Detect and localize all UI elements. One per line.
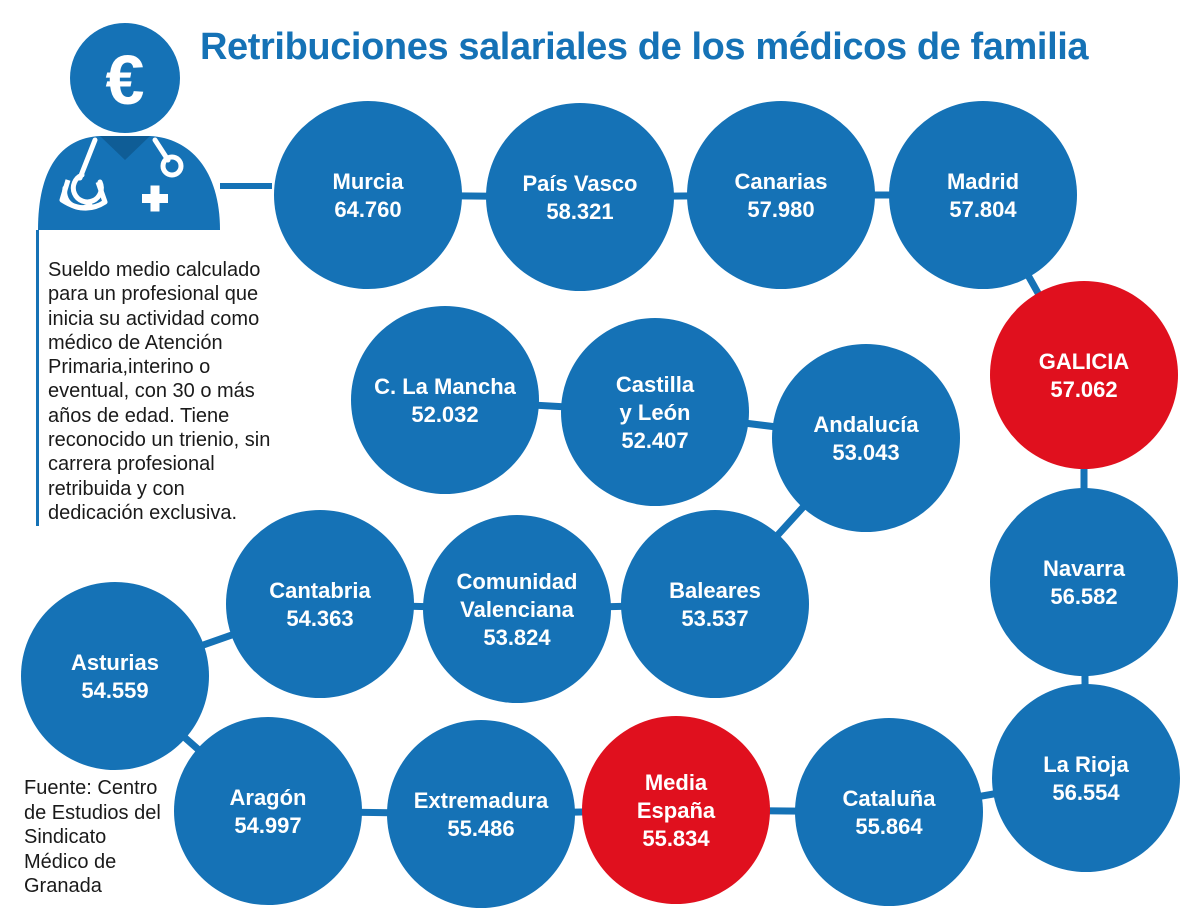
bubble-name: Media xyxy=(645,770,708,795)
bubble-circle xyxy=(772,344,960,532)
bubble-name: Cataluña xyxy=(843,786,937,811)
bubble-media-españa: Media España 55.834 xyxy=(582,716,770,904)
bubble-value: 55.486 xyxy=(447,816,514,841)
bubble-name: Castilla xyxy=(616,372,695,397)
bubble-name: C. La Mancha xyxy=(374,374,517,399)
bubble-name: Madrid xyxy=(947,169,1019,194)
methodology-note: Sueldo medio calculado para un profesion… xyxy=(48,259,271,524)
euro-icon: € xyxy=(106,41,145,119)
bubble-value: 54.559 xyxy=(81,678,148,703)
bubble-value: 55.834 xyxy=(642,826,710,851)
chart-title: Retribuciones salariales de los médicos … xyxy=(200,26,1089,68)
bubble-name: España xyxy=(637,798,716,823)
bubble-value: 58.321 xyxy=(546,199,613,224)
bubble-circle xyxy=(990,281,1178,469)
bubble-value: 56.554 xyxy=(1052,780,1120,805)
bubble-cataluña: Cataluña 55.864 xyxy=(795,718,983,906)
bubble-value: 57.980 xyxy=(747,197,814,222)
bubble-extremadura: Extremadura 55.486 xyxy=(387,720,575,908)
bubble-circle xyxy=(486,103,674,291)
bubble-name: Navarra xyxy=(1043,556,1126,581)
bubble-value: 56.582 xyxy=(1050,584,1117,609)
bubble-circle xyxy=(274,101,462,289)
bubble-castilla-y-león: Castilla y León 52.407 xyxy=(561,318,749,506)
bubble-cantabria: Cantabria 54.363 xyxy=(226,510,414,698)
bubble-circle xyxy=(687,101,875,289)
bubble-value: 55.864 xyxy=(855,814,923,839)
bubble-circle xyxy=(423,515,611,703)
bubble-asturias: Asturias 54.559 xyxy=(21,582,209,770)
bubble-madrid: Madrid 57.804 xyxy=(889,101,1077,289)
bubble-baleares: Baleares 53.537 xyxy=(621,510,809,698)
bubble-name: Comunidad xyxy=(457,569,578,594)
bubble-value: 53.824 xyxy=(483,625,551,650)
doctor-euro-icon: € xyxy=(38,23,272,230)
bubble-navarra: Navarra 56.582 xyxy=(990,488,1178,676)
bubble-circle xyxy=(561,318,749,506)
bubble-value: 53.537 xyxy=(681,606,748,631)
bubble-c-la-mancha: C. La Mancha 52.032 xyxy=(351,306,539,494)
bubble-circle xyxy=(582,716,770,904)
bubble-circle xyxy=(795,718,983,906)
bubble-name: Canarias xyxy=(735,169,828,194)
bubble-circle xyxy=(351,306,539,494)
bubble-canarias: Canarias 57.980 xyxy=(687,101,875,289)
bubble-circle xyxy=(21,582,209,770)
bubble-name: Extremadura xyxy=(414,788,549,813)
bubble-value: 52.032 xyxy=(411,402,478,427)
bubble-name: Cantabria xyxy=(269,578,371,603)
bubble-circle xyxy=(992,684,1180,872)
bubble-circle xyxy=(621,510,809,698)
bubble-value: 57.804 xyxy=(949,197,1017,222)
bubble-circle xyxy=(889,101,1077,289)
bubble-value: 53.043 xyxy=(832,440,899,465)
bubble-país-vasco: País Vasco 58.321 xyxy=(486,103,674,291)
bubble-name: País Vasco xyxy=(523,171,638,196)
bubble-aragón: Aragón 54.997 xyxy=(174,717,362,905)
bubble-value: 57.062 xyxy=(1050,377,1117,402)
bubble-circle xyxy=(990,488,1178,676)
bubble-name: GALICIA xyxy=(1039,349,1130,374)
bubble-la-rioja: La Rioja 56.554 xyxy=(992,684,1180,872)
bubble-name: y León xyxy=(620,400,691,425)
bubble-circle xyxy=(174,717,362,905)
bubble-value: 52.407 xyxy=(621,428,688,453)
bubble-name: Andalucía xyxy=(813,412,919,437)
bubble-name: Murcia xyxy=(333,169,405,194)
bubble-name: Valenciana xyxy=(460,597,575,622)
bubble-name: Asturias xyxy=(71,650,159,675)
bubbles: Murcia 64.760 País Vasco 58.321 Canarias 57.9… xyxy=(21,101,1180,908)
bubble-name: Baleares xyxy=(669,578,761,603)
source-note: Fuente: Centro de Estudios del Sindicato… xyxy=(24,777,161,897)
bubble-name: Aragón xyxy=(230,785,307,810)
bubble-name: La Rioja xyxy=(1043,752,1129,777)
bubble-circle xyxy=(226,510,414,698)
bubble-galicia: GALICIA 57.062 xyxy=(990,281,1178,469)
bubble-value: 54.363 xyxy=(286,606,353,631)
note-bar xyxy=(36,230,39,526)
bubble-comunidad-valenciana: Comunidad Valenciana 53.824 xyxy=(423,515,611,703)
bubble-murcia: Murcia 64.760 xyxy=(274,101,462,289)
bubble-circle xyxy=(387,720,575,908)
bubble-andalucía: Andalucía 53.043 xyxy=(772,344,960,532)
bubble-value: 54.997 xyxy=(234,813,301,838)
bubble-value: 64.760 xyxy=(334,197,401,222)
